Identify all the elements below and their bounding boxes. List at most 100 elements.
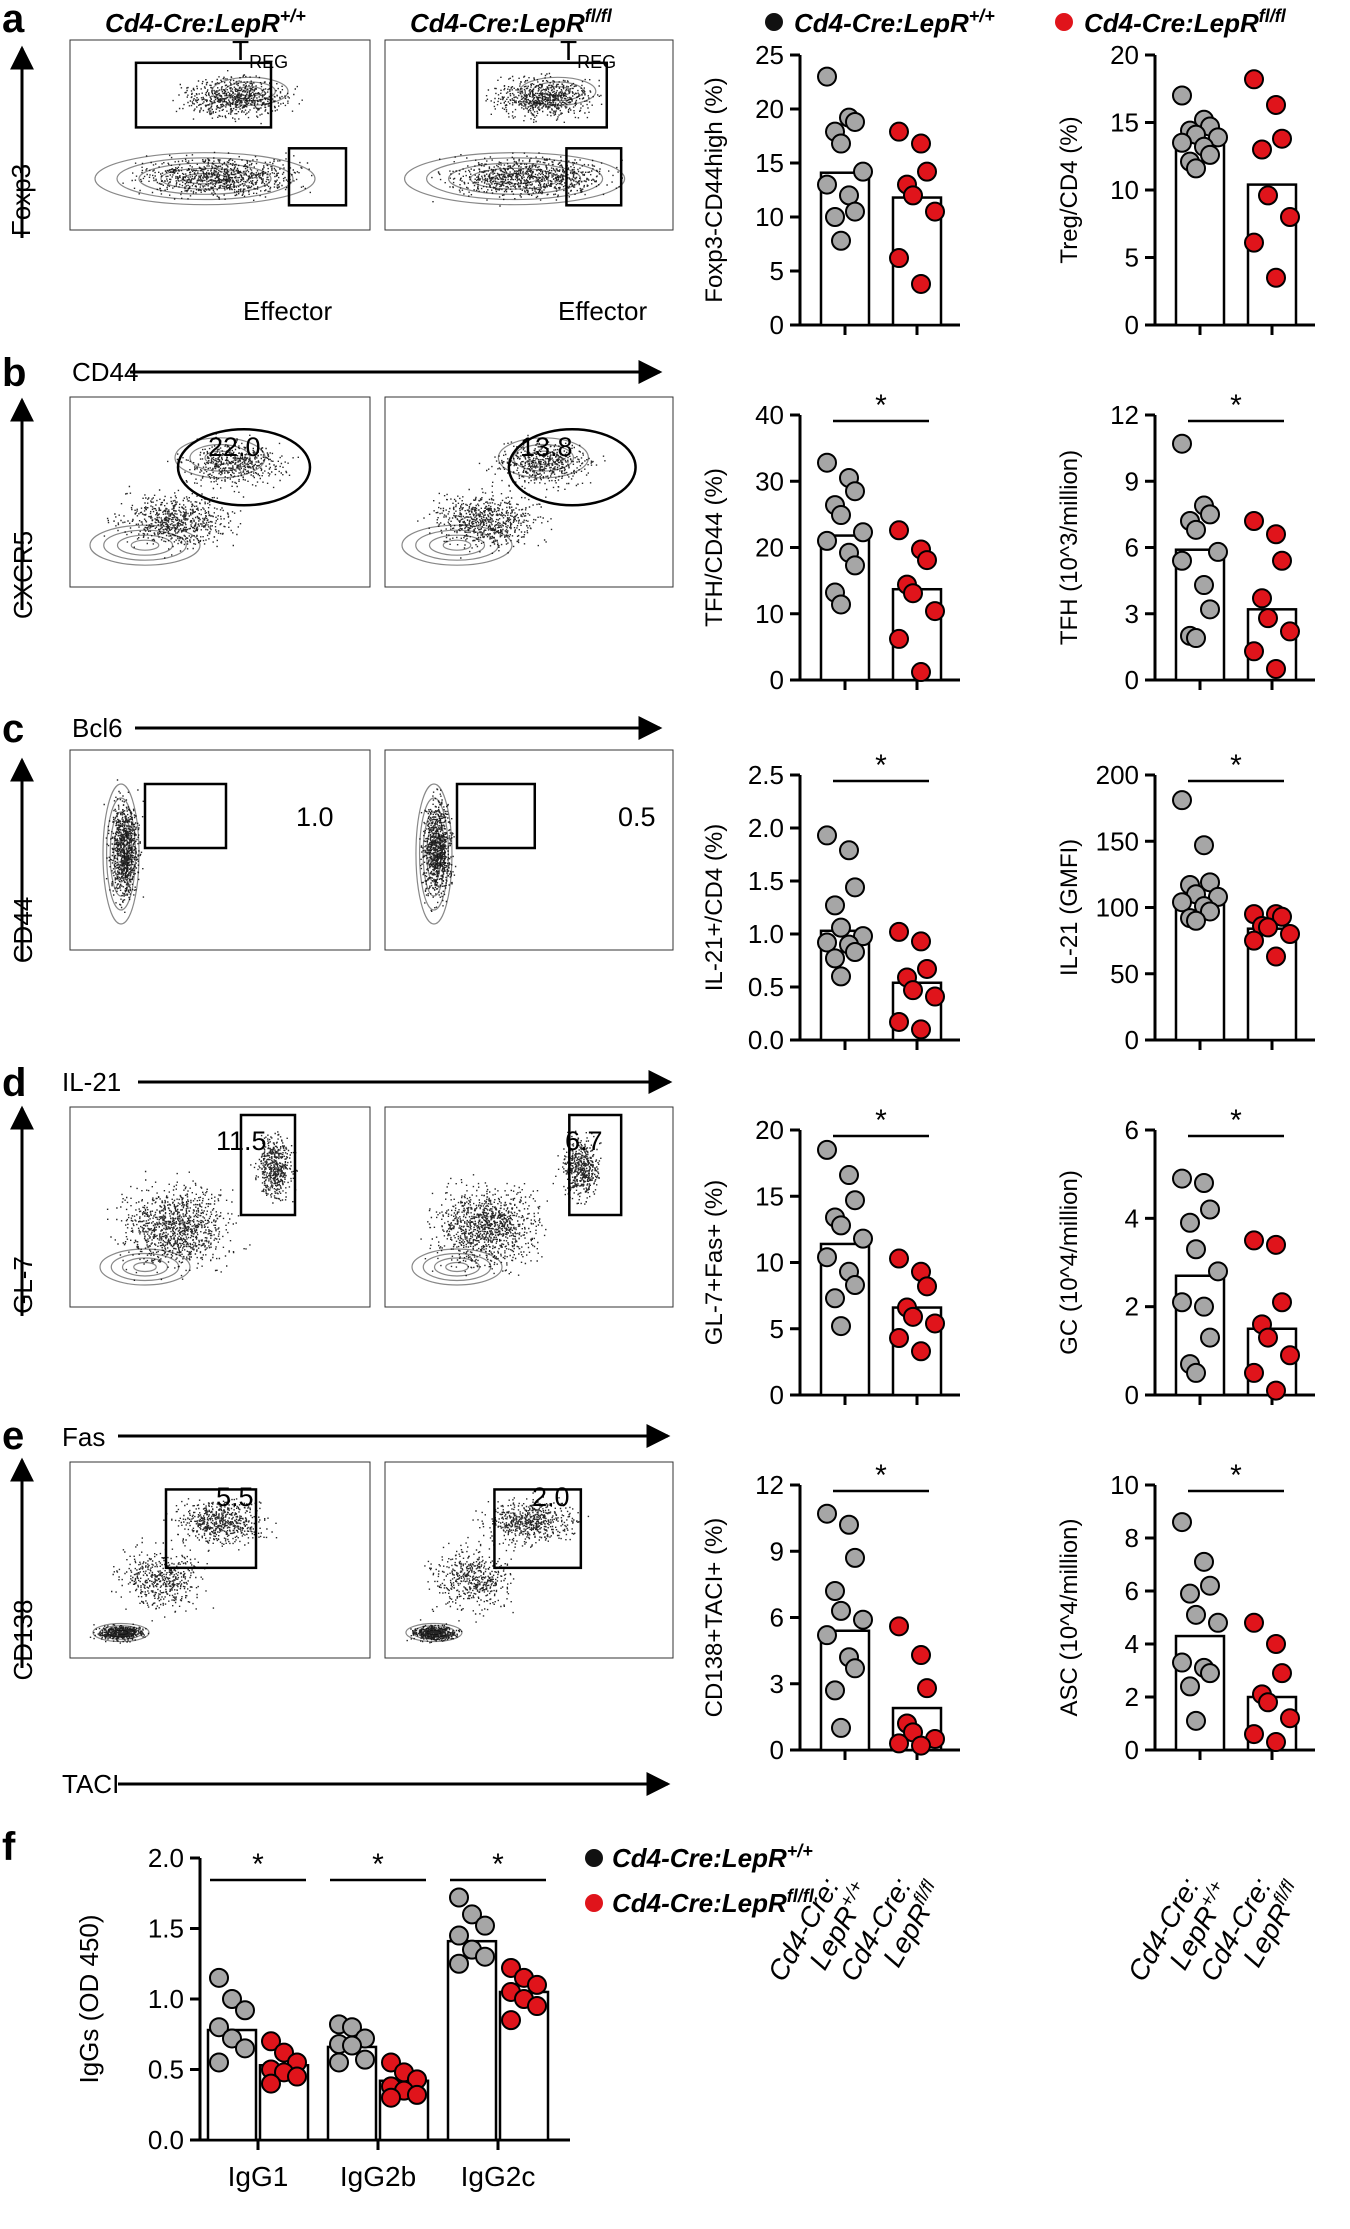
chart-a1: 0 5 10 15 20 25 Foxp3-CD44high (%) xyxy=(701,40,960,340)
data-point-wt xyxy=(845,942,865,963)
data-point-wt xyxy=(831,1215,851,1236)
data-point-ko xyxy=(911,1735,931,1756)
data-point-wt xyxy=(1186,1604,1206,1625)
data-point-wt xyxy=(825,207,845,227)
data-point-ko xyxy=(1272,1292,1292,1313)
data-point-ko xyxy=(911,273,931,294)
flow-contour xyxy=(89,524,201,566)
data-point-wt xyxy=(1172,1512,1192,1533)
data-point-ko xyxy=(1244,232,1264,253)
data-point-ko xyxy=(407,2084,427,2105)
y-tick-label: 0.5 xyxy=(148,2055,184,2085)
data-point-wt xyxy=(1172,132,1192,153)
y-axis-label: TFH (10^3/million) xyxy=(1056,450,1083,645)
data-point-wt xyxy=(1186,519,1206,540)
flow-axes-a: Foxp3 CD44 xyxy=(6,45,663,387)
y-tick-label: 4 xyxy=(1125,1629,1139,1659)
flow-contour xyxy=(102,783,140,925)
flow-ylabel-d: GL-7 xyxy=(8,1256,38,1314)
data-point-wt xyxy=(1200,1327,1220,1348)
data-point-wt xyxy=(475,1915,495,1936)
data-point-wt xyxy=(1172,892,1192,913)
y-tick-label: 0 xyxy=(770,1735,784,1765)
flow-contour xyxy=(401,524,513,566)
flow-contour xyxy=(116,534,174,556)
chart-d2: 0 2 4 6 GC (10^4/million) * xyxy=(1056,1104,1315,1410)
data-point-ko xyxy=(889,1733,909,1754)
data-point-ko xyxy=(917,1678,937,1699)
data-point-wt xyxy=(825,1288,845,1309)
flow-axes-d: GL-7 Fas xyxy=(8,1105,671,1452)
flow-axes-e: CD138 TACI xyxy=(8,1457,671,1799)
data-point-wt xyxy=(817,1139,837,1160)
data-point-ko xyxy=(903,185,923,206)
data-point-ko xyxy=(925,201,945,222)
flow-events xyxy=(103,779,145,913)
flow-plot-frame xyxy=(384,1106,674,1308)
data-point-wt xyxy=(1172,1168,1192,1189)
y-tick-label: 20 xyxy=(1110,40,1139,70)
data-point-ko xyxy=(1266,658,1286,679)
data-point-ko xyxy=(1280,1345,1300,1366)
data-point-wt xyxy=(1186,628,1206,649)
data-point-ko xyxy=(1258,1327,1278,1348)
legend-dot-ko xyxy=(1055,13,1073,31)
data-point-wt xyxy=(825,948,845,969)
gate-label-treg-wt: TREG xyxy=(232,35,288,72)
data-point-wt xyxy=(1172,85,1192,106)
flow-contour xyxy=(138,162,272,195)
y-tick-label: 15 xyxy=(1110,108,1139,138)
data-point-ko xyxy=(1244,511,1264,531)
y-tick-label: 3 xyxy=(770,1669,784,1699)
flow-plot-frame xyxy=(69,39,371,231)
panel-letter-c: c xyxy=(2,707,24,751)
data-point-ko xyxy=(1244,1612,1264,1633)
panel-letter-a: a xyxy=(2,0,25,41)
data-point-wt xyxy=(845,481,865,502)
significance-star: * xyxy=(1230,1104,1242,1137)
data-point-wt xyxy=(449,1925,469,1946)
flow-gate-tfh xyxy=(176,428,312,507)
data-point-ko xyxy=(911,662,931,683)
y-axis-label: IL-21 (GMFI) xyxy=(1056,839,1083,976)
data-point-wt xyxy=(1194,835,1214,856)
flow-plot-frame xyxy=(69,396,371,588)
data-point-ko xyxy=(1280,924,1300,944)
data-point-ko xyxy=(903,980,923,1001)
data-point-ko xyxy=(911,1341,931,1362)
data-point-wt xyxy=(853,1609,873,1630)
y-tick-label: 0 xyxy=(1125,1025,1139,1055)
data-point-ko xyxy=(1252,139,1272,160)
y-tick-label: 10 xyxy=(755,202,784,232)
flow-events xyxy=(89,1495,278,1644)
data-point-ko xyxy=(381,2087,401,2108)
data-point-wt xyxy=(839,1514,859,1535)
significance-star: * xyxy=(1230,749,1242,782)
data-point-wt xyxy=(342,2035,362,2056)
y-tick-label: 40 xyxy=(755,400,784,430)
flow-plot-e-wt xyxy=(69,1461,371,1659)
y-tick-label: 0.0 xyxy=(148,2125,184,2155)
y-axis-label: CD138+TACI+ (%) xyxy=(701,1518,728,1718)
x-tick-label: IgG2c xyxy=(461,2161,536,2192)
flow-contour xyxy=(109,811,133,897)
data-point-ko xyxy=(911,133,931,154)
flow-plot-frame xyxy=(384,396,674,588)
data-point-ko xyxy=(1244,1362,1264,1383)
data-point-ko xyxy=(1258,917,1278,938)
y-tick-label: 6 xyxy=(1125,1576,1139,1606)
flow-contour xyxy=(94,152,316,206)
flow-plot-a-wt xyxy=(69,39,371,231)
y-tick-label: 2 xyxy=(1125,1292,1139,1322)
data-point-wt xyxy=(1200,1575,1220,1596)
data-point-ko xyxy=(501,1957,521,1978)
y-tick-label: 5 xyxy=(770,256,784,286)
y-tick-label: 9 xyxy=(770,1536,784,1566)
data-point-ko xyxy=(501,2010,521,2031)
data-point-ko xyxy=(925,986,945,1007)
data-point-ko xyxy=(1258,1692,1278,1713)
flow-xlabel-e: TACI xyxy=(62,1769,119,1799)
flow-plot-b-ko xyxy=(384,396,674,588)
y-tick-label: 200 xyxy=(1096,760,1139,790)
